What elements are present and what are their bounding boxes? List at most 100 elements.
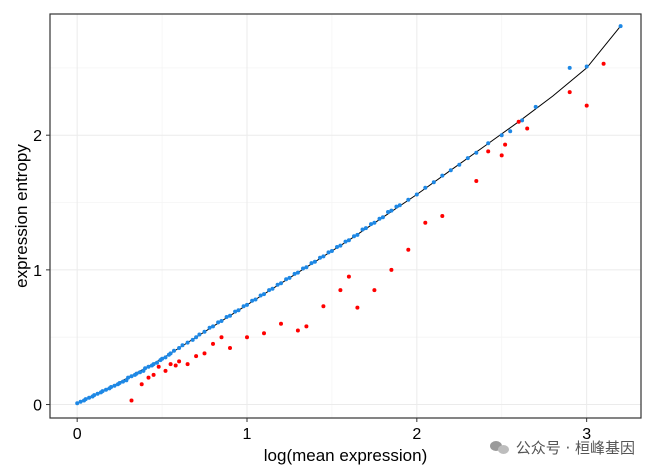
outlier-point: [139, 382, 144, 387]
normal-point: [508, 129, 513, 134]
outlier-point: [262, 331, 266, 336]
outlier-points: [129, 61, 606, 403]
fit-line: [76, 25, 621, 404]
normal-point: [386, 210, 390, 214]
normal-point: [109, 385, 114, 389]
outlier-point: [321, 304, 326, 309]
normal-point: [352, 234, 356, 239]
normal-point: [457, 162, 462, 167]
axis-ticks: [46, 134, 588, 422]
outlier-point: [503, 142, 508, 147]
normal-point: [312, 259, 317, 264]
normal-point: [360, 227, 365, 232]
normal-point: [499, 133, 504, 138]
outlier-point: [304, 324, 309, 329]
outlier-point: [499, 153, 504, 158]
normal-point: [211, 324, 215, 329]
normal-point: [207, 325, 212, 330]
x-axis-title: log(mean expression): [264, 446, 427, 465]
outlier-point: [279, 321, 283, 326]
normal-point: [380, 215, 385, 220]
normal-point: [295, 270, 300, 275]
outlier-point: [211, 341, 215, 346]
y-tick-label: 0: [33, 398, 42, 415]
normal-point: [267, 288, 272, 293]
normal-point: [233, 309, 238, 314]
normal-point: [262, 292, 266, 297]
outlier-point: [567, 90, 572, 95]
watermark: 公众号 · 桓峰基因: [489, 437, 635, 458]
normal-point: [406, 197, 411, 202]
normal-point: [134, 371, 139, 376]
outlier-point: [177, 359, 182, 364]
normal-point: [520, 118, 525, 123]
normal-point: [567, 65, 572, 70]
outlier-point: [219, 335, 224, 340]
normal-point: [95, 391, 100, 396]
outlier-point: [194, 354, 199, 359]
outlier-point: [338, 288, 343, 293]
outlier-point: [525, 126, 530, 131]
normal-point: [533, 104, 538, 109]
outlier-point: [406, 247, 411, 252]
normal-point: [440, 173, 445, 178]
normal-point: [180, 343, 185, 348]
normal-point: [292, 271, 297, 276]
normal-point: [250, 298, 255, 303]
normal-point: [377, 216, 382, 221]
normal-point: [219, 319, 224, 323]
normal-point: [287, 275, 292, 280]
x-tick-label: 3: [582, 426, 591, 443]
normal-point: [100, 389, 105, 394]
outlier-point: [423, 220, 428, 225]
normal-point: [117, 381, 122, 385]
outlier-point: [389, 267, 394, 272]
normal-point: [355, 232, 360, 237]
outlier-point: [185, 362, 190, 367]
outlier-point: [202, 351, 207, 356]
normal-point: [83, 397, 88, 402]
normal-point: [126, 375, 131, 380]
fit-line-group: [76, 25, 621, 404]
normal-point: [185, 340, 190, 345]
outlier-point: [151, 372, 156, 377]
outlier-point: [228, 346, 232, 350]
outlier-point: [168, 362, 173, 367]
normal-point: [245, 302, 249, 307]
normal-point: [284, 277, 289, 282]
outlier-point: [156, 364, 161, 369]
normal-point: [309, 261, 314, 266]
normal-point: [304, 265, 309, 270]
normal-point: [369, 222, 373, 227]
normal-point: [301, 266, 305, 271]
normal-point: [75, 401, 80, 406]
x-tick-label: 2: [412, 426, 421, 443]
normal-point: [224, 315, 229, 319]
normal-point: [194, 335, 199, 340]
normal-point: [104, 387, 108, 392]
x-tick-labels: 0 1 2 3: [73, 426, 591, 443]
normal-point: [423, 185, 428, 190]
normal-point: [78, 399, 83, 404]
normal-point: [143, 366, 148, 371]
outlier-point: [355, 305, 360, 310]
outlier-point: [516, 119, 521, 124]
normal-point: [343, 239, 348, 244]
normal-point: [216, 320, 221, 325]
normal-point: [87, 395, 92, 400]
normal-point: [618, 24, 623, 29]
normal-points: [75, 24, 623, 406]
outlier-point: [372, 288, 377, 293]
outlier-point: [346, 274, 351, 279]
normal-point: [431, 180, 436, 185]
normal-point: [253, 297, 258, 302]
normal-point: [155, 360, 159, 365]
normal-point: [584, 64, 589, 69]
normal-point: [335, 245, 339, 249]
outlier-point: [486, 149, 491, 154]
outlier-point: [146, 375, 151, 380]
normal-point: [112, 383, 117, 388]
y-tick-label: 1: [33, 263, 42, 280]
normal-point: [151, 362, 156, 367]
outlier-point: [173, 363, 178, 368]
